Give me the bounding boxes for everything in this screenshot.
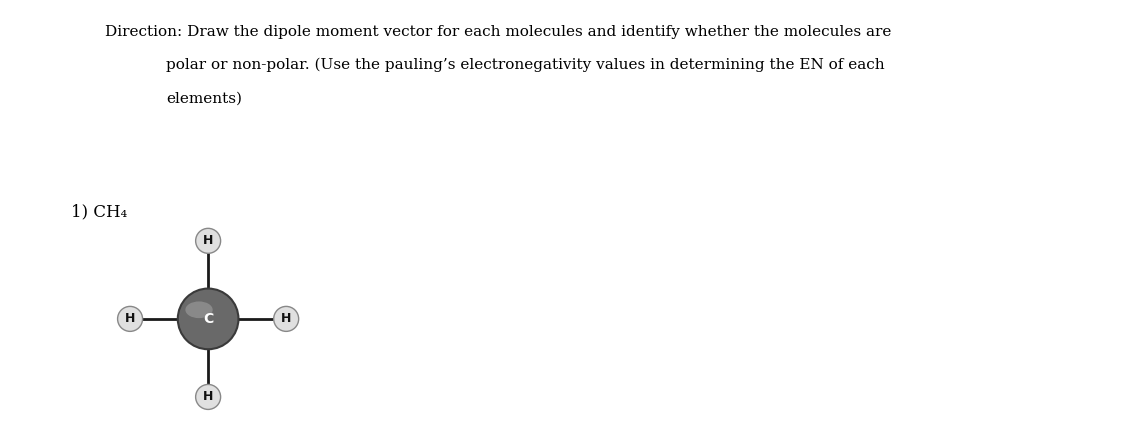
Ellipse shape	[186, 301, 213, 318]
Text: C: C	[202, 312, 214, 326]
Ellipse shape	[178, 289, 238, 349]
Text: polar or non-polar. (Use the pauling’s electronegativity values in determining t: polar or non-polar. (Use the pauling’s e…	[166, 58, 885, 72]
Text: H: H	[202, 234, 214, 248]
Text: Direction: Draw the dipole moment vector for each molecules and identify whether: Direction: Draw the dipole moment vector…	[105, 25, 891, 38]
Text: 1) CH₄: 1) CH₄	[71, 203, 127, 220]
Text: H: H	[125, 312, 135, 326]
Text: H: H	[281, 312, 291, 326]
Text: H: H	[202, 390, 214, 404]
Ellipse shape	[118, 306, 143, 331]
Ellipse shape	[196, 384, 221, 409]
Text: elements): elements)	[166, 91, 243, 105]
Ellipse shape	[273, 306, 298, 331]
Ellipse shape	[196, 228, 221, 253]
